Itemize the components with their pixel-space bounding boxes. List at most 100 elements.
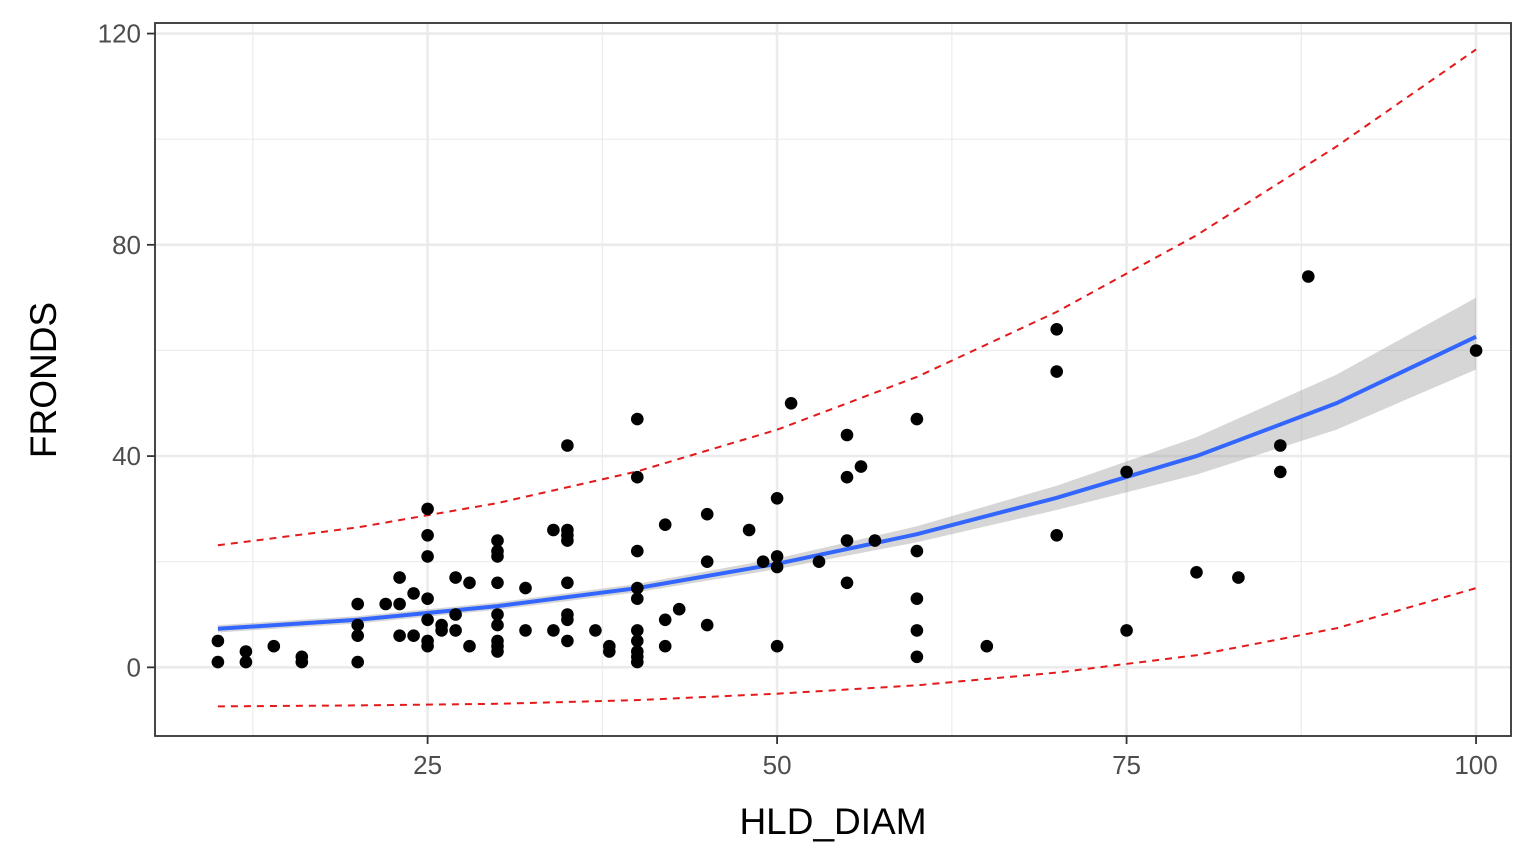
data-point bbox=[840, 428, 854, 442]
data-point bbox=[1274, 465, 1287, 479]
prediction-lower-bound bbox=[217, 587, 1477, 708]
data-point bbox=[435, 624, 448, 637]
data-point bbox=[407, 629, 420, 642]
fit-line bbox=[217, 334, 1477, 631]
data-point bbox=[421, 639, 434, 653]
panel-border bbox=[154, 22, 1512, 737]
data-point bbox=[770, 550, 784, 563]
data-point bbox=[1120, 465, 1133, 479]
data-point bbox=[631, 412, 644, 426]
data-point bbox=[267, 639, 281, 653]
data-point bbox=[603, 645, 616, 658]
data-point bbox=[589, 624, 602, 637]
data-point bbox=[561, 576, 574, 590]
data-point bbox=[295, 655, 309, 669]
data-point bbox=[519, 581, 532, 595]
data-point bbox=[449, 608, 462, 621]
y-axis-title: FRONDS bbox=[23, 302, 64, 458]
data-point bbox=[519, 624, 532, 637]
data-point bbox=[351, 629, 365, 642]
data-point bbox=[700, 555, 714, 568]
data-point bbox=[1232, 571, 1245, 584]
x-axis: 25 50 75 100 bbox=[413, 736, 1498, 780]
data-point bbox=[854, 460, 868, 473]
data-point bbox=[910, 650, 924, 664]
y-tick-label: 120 bbox=[98, 19, 141, 49]
data-point bbox=[770, 639, 784, 653]
data-point bbox=[491, 608, 504, 621]
data-point bbox=[463, 639, 476, 653]
data-point bbox=[631, 544, 644, 558]
x-tick-label: 25 bbox=[413, 750, 442, 780]
data-point bbox=[491, 618, 504, 632]
data-point bbox=[868, 534, 882, 547]
data-point bbox=[1190, 566, 1203, 579]
data-point bbox=[1274, 439, 1287, 452]
data-point bbox=[393, 629, 406, 642]
data-point bbox=[631, 592, 644, 605]
data-point bbox=[351, 655, 365, 669]
y-tick-label: 80 bbox=[112, 230, 141, 260]
data-point bbox=[910, 624, 924, 637]
data-point bbox=[421, 550, 434, 563]
y-axis: 0 40 80 120 bbox=[98, 19, 155, 682]
data-point bbox=[449, 571, 462, 584]
data-point bbox=[547, 523, 560, 537]
data-point bbox=[840, 534, 854, 547]
data-point bbox=[351, 618, 365, 632]
data-point bbox=[910, 544, 924, 558]
data-point bbox=[421, 592, 434, 605]
data-point bbox=[631, 655, 644, 669]
y-tick-label: 40 bbox=[112, 441, 141, 471]
data-point bbox=[393, 597, 406, 611]
data-point bbox=[910, 592, 924, 605]
data-point bbox=[547, 624, 560, 637]
data-point bbox=[1302, 270, 1315, 283]
data-point bbox=[351, 597, 365, 611]
data-point bbox=[491, 576, 504, 590]
data-point bbox=[658, 613, 672, 627]
data-point bbox=[910, 412, 924, 426]
data-point bbox=[491, 550, 504, 563]
data-point bbox=[561, 439, 574, 452]
data-point bbox=[463, 576, 476, 590]
data-point bbox=[407, 587, 420, 600]
data-point bbox=[812, 555, 826, 568]
data-point bbox=[631, 624, 644, 637]
data-point bbox=[379, 597, 393, 611]
prediction-upper-bound bbox=[217, 48, 1477, 547]
data-point bbox=[239, 655, 253, 669]
data-point bbox=[211, 634, 225, 648]
data-point bbox=[700, 618, 714, 632]
data-point bbox=[421, 613, 434, 627]
data-point bbox=[421, 502, 434, 516]
data-point bbox=[742, 523, 756, 537]
minor-gridlines bbox=[155, 23, 1511, 736]
data-point bbox=[1050, 529, 1063, 542]
data-point bbox=[784, 397, 798, 410]
x-tick-label: 100 bbox=[1454, 750, 1497, 780]
data-point bbox=[658, 518, 672, 531]
data-point bbox=[449, 624, 462, 637]
data-point bbox=[631, 470, 644, 484]
data-point bbox=[1120, 624, 1133, 637]
major-gridlines bbox=[155, 23, 1511, 736]
data-point bbox=[658, 639, 672, 653]
data-point bbox=[561, 613, 574, 627]
data-point bbox=[561, 534, 574, 547]
data-point bbox=[239, 645, 253, 658]
x-tick-label: 50 bbox=[763, 750, 792, 780]
data-point bbox=[631, 581, 644, 595]
data-point bbox=[840, 470, 854, 484]
data-point bbox=[211, 655, 225, 669]
y-tick-label: 0 bbox=[127, 652, 141, 682]
data-points bbox=[211, 270, 1483, 669]
data-point bbox=[980, 639, 994, 653]
data-point bbox=[631, 634, 644, 648]
data-point bbox=[561, 634, 574, 648]
data-point bbox=[1050, 323, 1063, 336]
data-point bbox=[1469, 344, 1483, 357]
data-point bbox=[700, 507, 714, 521]
x-tick-label: 75 bbox=[1112, 750, 1141, 780]
